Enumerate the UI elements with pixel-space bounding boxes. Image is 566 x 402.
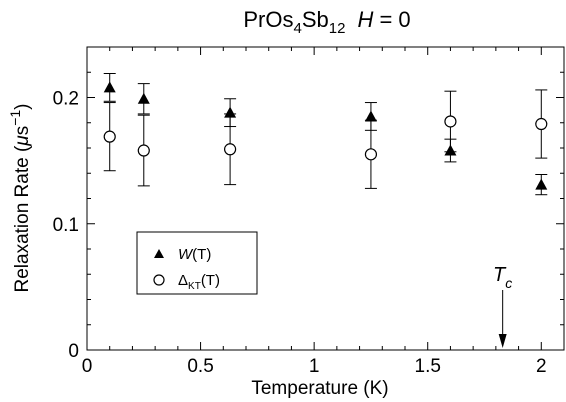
y-axis-label-close: ) [12, 103, 33, 109]
y-axis-label: Relaxation Rate (μs−1) [7, 103, 33, 292]
x-tick-label: 0.5 [187, 356, 213, 377]
y-tick-label: 0.1 [53, 215, 79, 236]
circle-marker [103, 130, 116, 143]
triangle-marker [137, 92, 150, 104]
legend-label-delta: ΔKT(T) [178, 272, 220, 292]
title-compound-mid: Sb [302, 7, 329, 32]
circle-marker [364, 148, 378, 161]
data-markers [103, 81, 548, 190]
title-field-var: H [357, 7, 373, 32]
tc-sub: c [505, 275, 512, 291]
plot-frame [86, 46, 565, 351]
legend-marker-circle [153, 274, 165, 286]
legend-w-var: W [178, 246, 194, 263]
circle-marker [535, 117, 548, 131]
y-axis-unit-s: s [12, 126, 33, 136]
legend-delta-var: Δ [178, 272, 188, 289]
title-compound-sub2: 12 [329, 20, 346, 37]
x-axis-label: Temperature (K) [251, 378, 388, 399]
triangle-marker [444, 144, 457, 156]
x-tick-label: 1.5 [415, 356, 441, 377]
y-tick-label: 0.2 [53, 89, 79, 110]
tc-label: Tc [493, 264, 512, 291]
legend-delta-sub: KT [188, 281, 201, 292]
axis-ticks [86, 46, 564, 351]
tc-arrow-head [498, 334, 507, 348]
circle-marker [137, 144, 150, 157]
tick-labels: 0 0.5 1 1.5 2 0 0.1 0.2 [53, 89, 547, 378]
legend-delta-arg: (T) [201, 272, 220, 289]
circle-marker [224, 143, 237, 156]
circle-marker [444, 115, 457, 128]
legend-marker-triangle [154, 249, 164, 258]
triangle-marker [535, 178, 548, 190]
x-tick-label: 2 [536, 356, 547, 377]
legend-w-arg: (T) [192, 246, 211, 263]
triangle-marker [364, 110, 377, 122]
y-tick-label: 0 [68, 341, 79, 362]
x-tick-label: 1 [309, 356, 320, 377]
legend-label-w: W(T) [178, 246, 211, 263]
tc-annotation: Tc [493, 264, 512, 348]
title-field-value: = 0 [373, 7, 410, 32]
legend: W(T) ΔKT(T) [136, 231, 258, 295]
tc-var: T [493, 264, 507, 286]
triangle-marker [224, 106, 237, 118]
chart-title: PrOs4Sb12 H = 0 [243, 7, 410, 37]
error-bars [103, 73, 548, 196]
y-axis-unit-mu: μ [12, 135, 33, 147]
triangle-marker [103, 81, 116, 93]
y-axis-label-text: Relaxation Rate ( [12, 145, 33, 292]
y-axis-unit-sup: −1 [7, 110, 23, 126]
title-compound-base: PrOs [243, 7, 293, 32]
title-compound-sub1: 4 [293, 20, 301, 37]
x-tick-label: 0 [82, 356, 93, 377]
